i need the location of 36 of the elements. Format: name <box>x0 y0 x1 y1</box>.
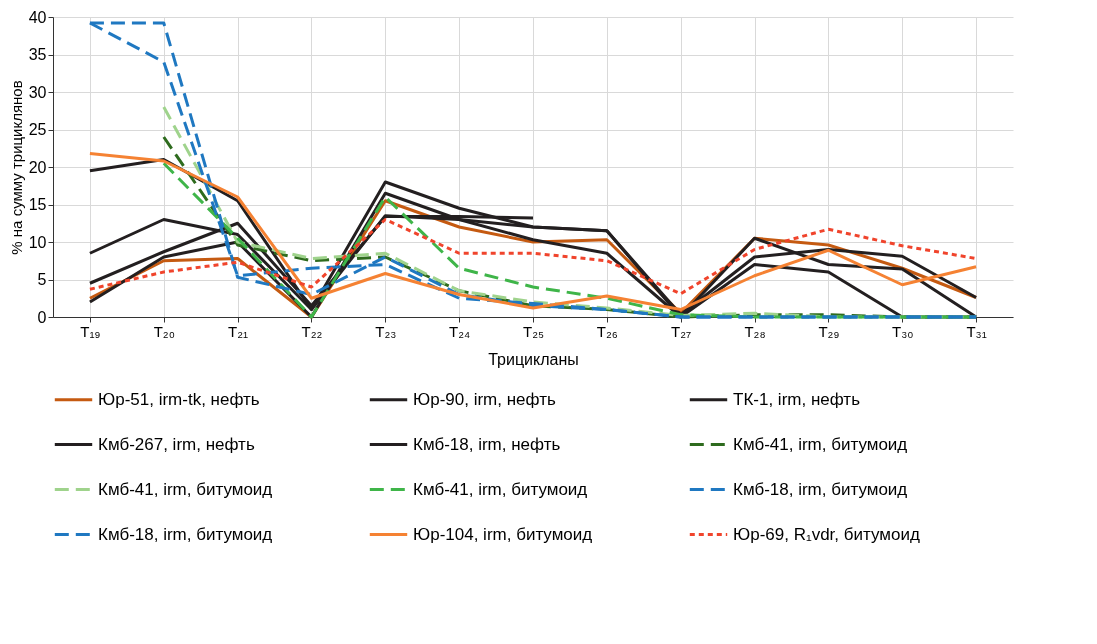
y-tick-label: 5 <box>37 271 47 288</box>
legend-label: Юр-51, irm-tk, нефть <box>98 389 260 409</box>
legend-label: Кмб-41, irm, битумоид <box>98 479 273 499</box>
legend-label: Кмб-18, irm, битумоид <box>98 524 273 544</box>
x-tick-label: T₂₂ <box>301 322 323 340</box>
legend-label: Юр-90, irm, нефть <box>413 389 556 409</box>
x-tick-label: T₂₁ <box>228 322 249 340</box>
y-tick-label: 0 <box>37 308 47 326</box>
x-tick-label: T₃₁ <box>966 322 987 340</box>
x-tick-label: T₃₀ <box>891 322 914 340</box>
x-tick-label: T₂₉ <box>818 322 840 340</box>
legend-label: Кмб-41, irm, битумоид <box>733 434 908 454</box>
legend-label: Кмб-41, irm, битумоид <box>413 479 588 499</box>
x-tick-label: T₂₄ <box>449 322 471 340</box>
x-axis-title: Трицикланы <box>488 350 579 368</box>
y-tick-label: 20 <box>28 158 47 176</box>
legend-label: Кмб-267, irm, нефть <box>98 434 255 454</box>
y-tick-label: 35 <box>28 46 47 63</box>
y-tick-label: 25 <box>28 121 47 138</box>
y-axis-title: % на сумму трициклянов <box>7 80 25 255</box>
x-tick-label: T₂₃ <box>375 322 397 340</box>
x-tick-label: T₂₇ <box>671 322 692 340</box>
legend-label: Кмб-18, irm, нефть <box>413 434 561 454</box>
x-tick-label: T₁₉ <box>80 322 101 340</box>
y-tick-label: 30 <box>28 83 47 101</box>
legend-label: Юр-69, R₁vdr, битумоид <box>733 524 920 544</box>
y-tick-label: 10 <box>28 233 47 251</box>
x-tick-label: T₂₀ <box>153 322 175 340</box>
x-tick-label: T₂₆ <box>596 322 618 340</box>
legend-label: Кмб-18, irm, битумоид <box>733 479 908 499</box>
x-tick-label: T₂₈ <box>744 322 766 340</box>
y-tick-label: 40 <box>28 8 47 26</box>
x-tick-label: T₂₅ <box>522 322 545 340</box>
y-tick-label: 15 <box>28 196 47 213</box>
legend-label: ТК-1, irm, нефть <box>733 389 861 409</box>
legend-label: Юр-104, irm, битумоид <box>413 524 593 544</box>
